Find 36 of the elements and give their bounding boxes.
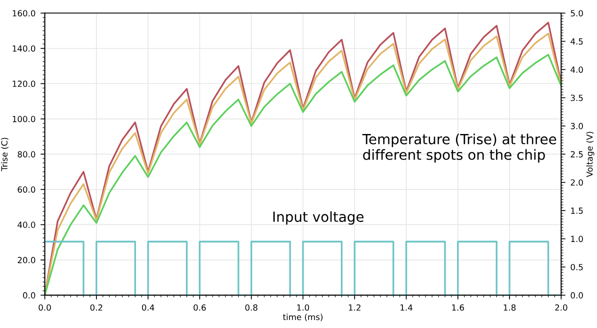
x-tick-label: 1.0: [297, 304, 310, 311]
x-tick-label: 0.8: [245, 304, 258, 311]
y-tick-label: 140.0: [12, 45, 36, 52]
y-tick-label: 120.0: [12, 80, 36, 87]
x-tick-label: 1.6: [452, 304, 464, 311]
x-tick-label: 0.0: [38, 304, 51, 311]
x-tick-label: 0.6: [194, 304, 206, 311]
y2-tick-label: 4.0: [570, 66, 583, 73]
x-tick-label: 2.0: [555, 304, 568, 311]
y-tick-label: 160.0: [12, 10, 36, 16]
y-tick-label: 80.0: [18, 151, 36, 158]
y2-tick-label: 3.5: [570, 94, 583, 102]
y2-tick-label: 0.5: [570, 264, 583, 270]
y2-tick-label: 5.0: [570, 10, 583, 16]
y-tick-label: 100.0: [12, 116, 36, 122]
y2-tick-label: 3.0: [570, 122, 583, 130]
x-tick-label: 0.2: [90, 304, 102, 311]
annotation: Input voltage: [273, 211, 364, 225]
y-tick-label: 0.0: [23, 292, 36, 298]
y2-tick-label: 0.0: [570, 292, 583, 298]
x-tick-label: 0.4: [142, 304, 154, 311]
x-tick-label: 1.8: [504, 304, 516, 311]
y2-tick-label: 1.0: [571, 236, 583, 242]
y2-tick-label: 4.5: [570, 38, 583, 45]
y-tick-label: 20.0: [18, 256, 36, 264]
y2-tick-label: 2.0: [570, 179, 583, 186]
x-tick-label: 1.4: [400, 304, 412, 311]
x-axis-title: time (ms): [282, 314, 322, 322]
y-axis-title: Trise (C): [1, 138, 8, 172]
y2-tick-label: 1.5: [571, 208, 583, 214]
annotation: Temperature (Trise) at three different spots on the chip: [362, 134, 556, 163]
y2-axis-title: Voltage (V): [586, 132, 594, 178]
y-tick-label: 40.0: [18, 222, 36, 228]
y-tick-label: 60.0: [18, 186, 36, 193]
y2-tick-label: 2.5: [570, 151, 583, 158]
x-tick-label: 1.2: [348, 304, 360, 311]
